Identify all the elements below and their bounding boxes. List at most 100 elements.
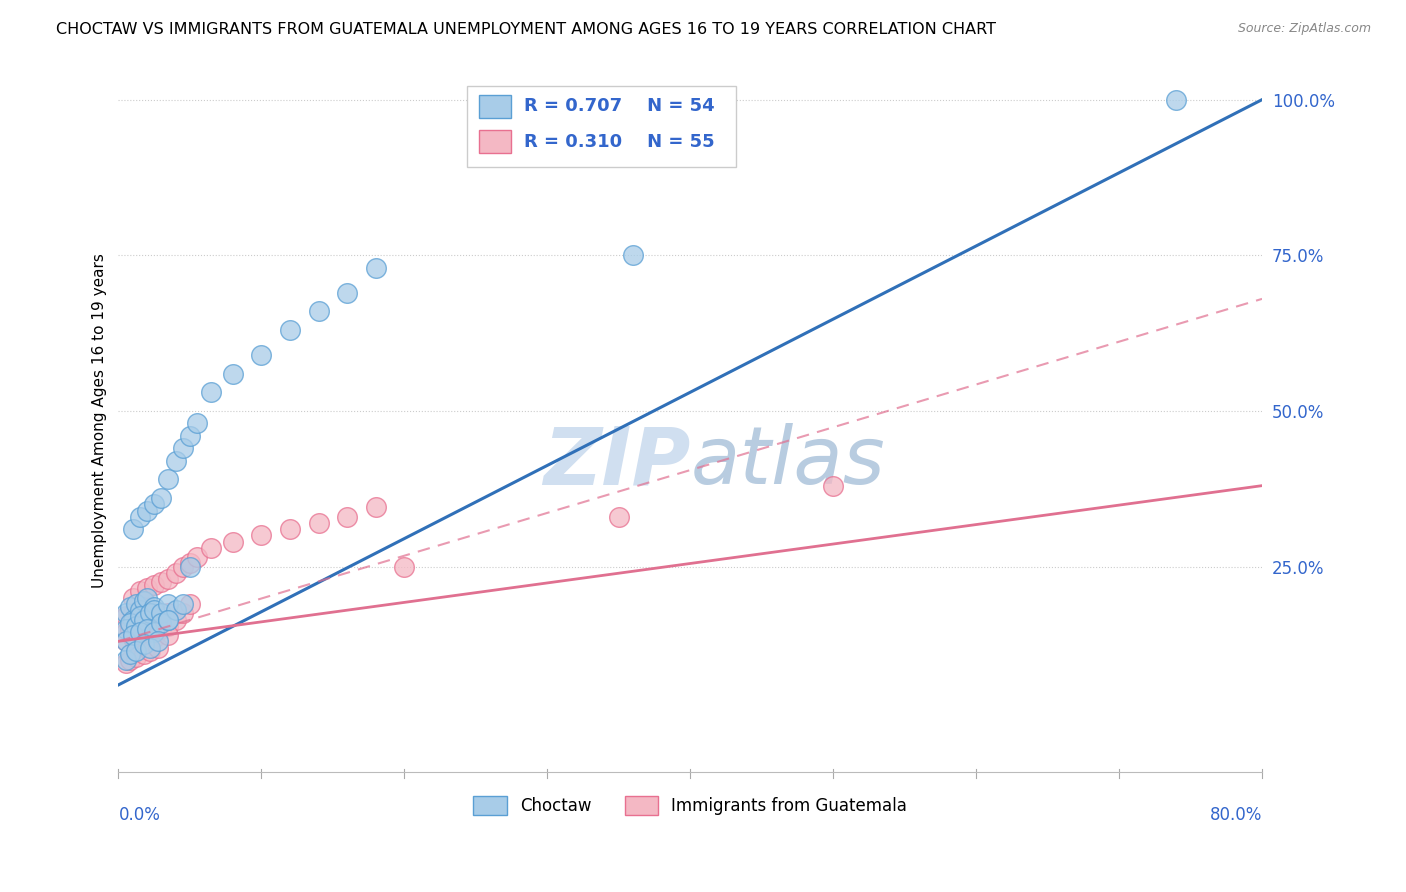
Point	[114, 634, 136, 648]
Point	[165, 454, 187, 468]
Point	[114, 634, 136, 648]
Point	[124, 597, 146, 611]
Point	[128, 603, 150, 617]
Point	[143, 609, 166, 624]
Point	[143, 497, 166, 511]
Point	[148, 634, 170, 648]
Text: CHOCTAW VS IMMIGRANTS FROM GUATEMALA UNEMPLOYMENT AMONG AGES 16 TO 19 YEARS CORR: CHOCTAW VS IMMIGRANTS FROM GUATEMALA UNE…	[56, 22, 997, 37]
Text: ZIP: ZIP	[543, 424, 690, 501]
Point	[139, 619, 162, 633]
Point	[172, 607, 194, 621]
Point	[114, 624, 136, 639]
Point	[179, 429, 201, 443]
Point	[139, 615, 162, 630]
Point	[179, 559, 201, 574]
Point	[139, 640, 162, 655]
Point	[157, 472, 180, 486]
Point	[157, 628, 180, 642]
Point	[172, 597, 194, 611]
Point	[143, 613, 166, 627]
Point	[222, 367, 245, 381]
Point	[139, 643, 162, 657]
Point	[150, 575, 173, 590]
Point	[150, 615, 173, 630]
Point	[165, 613, 187, 627]
Point	[134, 637, 156, 651]
Point	[114, 607, 136, 621]
Point	[157, 613, 180, 627]
Point	[143, 631, 166, 645]
Point	[308, 516, 330, 530]
Point	[621, 248, 644, 262]
Point	[128, 609, 150, 624]
Point	[364, 500, 387, 515]
Point	[114, 653, 136, 667]
Point	[121, 607, 143, 621]
Point	[157, 619, 180, 633]
Point	[394, 559, 416, 574]
Point	[124, 649, 146, 664]
Point	[136, 503, 159, 517]
Point	[150, 615, 173, 630]
Point	[118, 615, 141, 630]
Text: atlas: atlas	[690, 424, 884, 501]
Point	[114, 622, 136, 636]
Text: R = 0.707    N = 54: R = 0.707 N = 54	[524, 97, 716, 115]
Point	[308, 304, 330, 318]
Legend: Choctaw, Immigrants from Guatemala: Choctaw, Immigrants from Guatemala	[465, 788, 915, 823]
Point	[157, 597, 180, 611]
Point	[134, 647, 156, 661]
Point	[124, 643, 146, 657]
Point	[150, 607, 173, 621]
Point	[200, 385, 222, 400]
Point	[143, 578, 166, 592]
Text: 80.0%: 80.0%	[1209, 806, 1263, 824]
FancyBboxPatch shape	[467, 87, 735, 167]
Point	[128, 628, 150, 642]
Point	[128, 624, 150, 639]
Point	[121, 591, 143, 605]
Point	[134, 594, 156, 608]
Point	[143, 600, 166, 615]
Point	[607, 509, 630, 524]
Y-axis label: Unemployment Among Ages 16 to 19 years: Unemployment Among Ages 16 to 19 years	[93, 252, 107, 588]
Point	[157, 613, 180, 627]
Point	[128, 613, 150, 627]
Point	[278, 323, 301, 337]
Point	[157, 607, 180, 621]
Point	[118, 647, 141, 661]
Point	[121, 613, 143, 627]
Point	[250, 348, 273, 362]
Point	[364, 260, 387, 275]
Point	[114, 656, 136, 670]
Point	[124, 619, 146, 633]
Point	[186, 417, 208, 431]
Point	[114, 609, 136, 624]
Point	[278, 522, 301, 536]
Point	[118, 600, 141, 615]
Point	[134, 603, 156, 617]
Point	[179, 557, 201, 571]
Text: 0.0%: 0.0%	[118, 806, 160, 824]
Point	[134, 615, 156, 630]
Point	[172, 442, 194, 456]
Point	[136, 613, 159, 627]
Point	[150, 491, 173, 505]
Point	[139, 607, 162, 621]
Point	[136, 591, 159, 605]
Point	[336, 509, 359, 524]
Point	[179, 597, 201, 611]
Point	[186, 550, 208, 565]
Point	[139, 607, 162, 621]
Point	[121, 522, 143, 536]
Point	[336, 285, 359, 300]
Text: Source: ZipAtlas.com: Source: ZipAtlas.com	[1237, 22, 1371, 36]
Point	[118, 619, 141, 633]
Point	[118, 653, 141, 667]
Point	[136, 582, 159, 596]
Point	[148, 640, 170, 655]
Point	[136, 624, 159, 639]
Point	[121, 631, 143, 645]
Text: R = 0.310    N = 55: R = 0.310 N = 55	[524, 134, 716, 152]
Point	[165, 566, 187, 580]
